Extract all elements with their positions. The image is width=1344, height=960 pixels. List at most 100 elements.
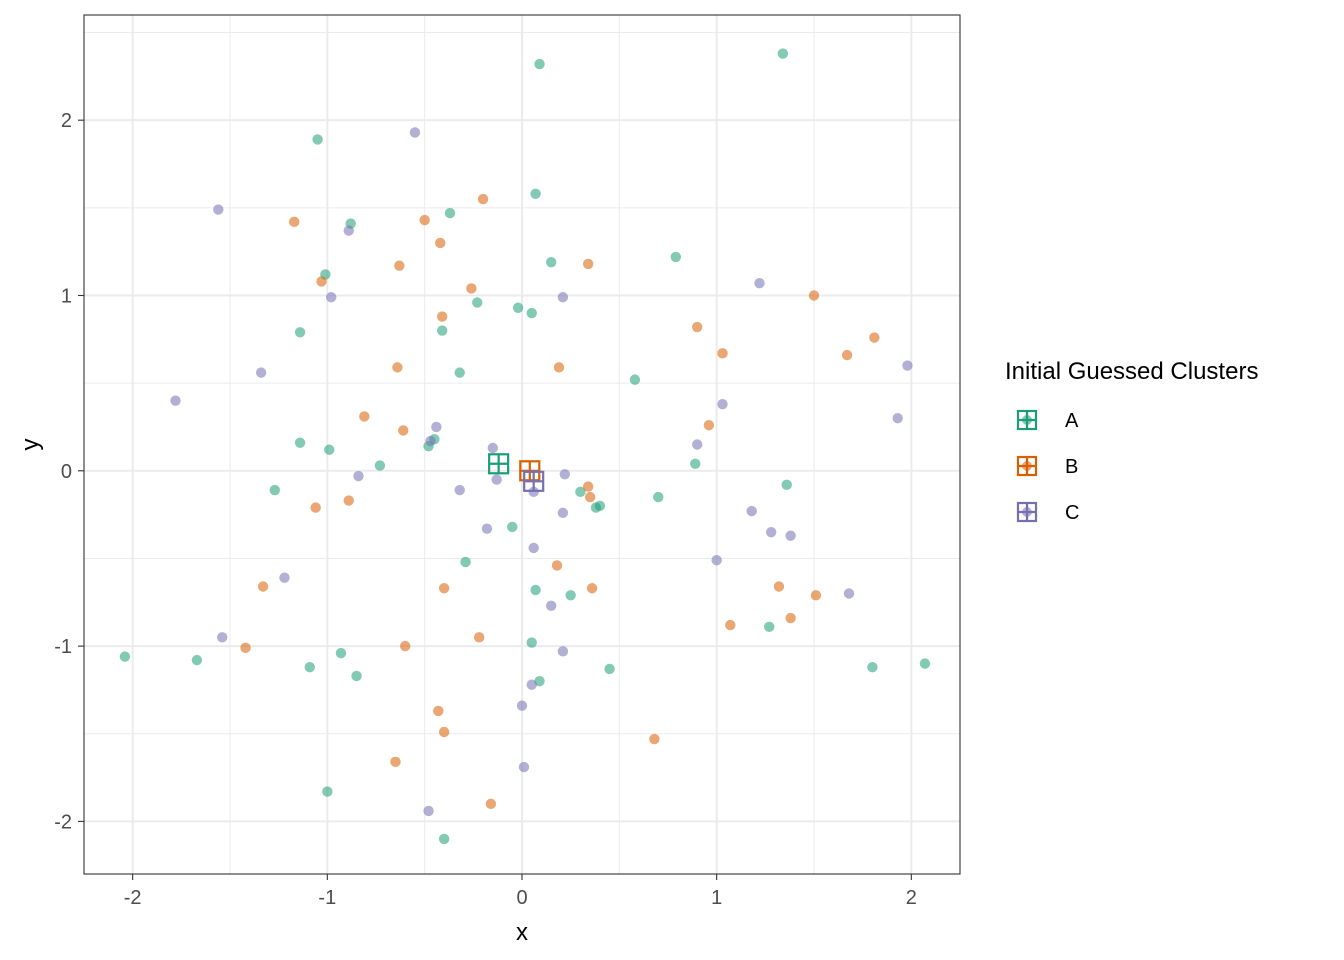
data-point-c: [353, 470, 364, 482]
data-point-c: [765, 526, 777, 538]
data-point-b: [289, 216, 300, 228]
data-point-b: [717, 348, 728, 359]
data-point-a: [454, 367, 465, 378]
x-tick-label: 2: [906, 887, 917, 909]
data-point-c: [557, 646, 569, 657]
data-point-c: [423, 805, 434, 817]
data-point-c: [843, 588, 855, 599]
data-point-b: [785, 612, 796, 624]
centroid-marker-c: [523, 470, 545, 492]
y-tick-label: 2: [61, 110, 72, 132]
legend-square-cross-icon: [1016, 501, 1038, 523]
data-point-c: [785, 530, 796, 541]
data-point-b: [725, 619, 736, 631]
data-point-c: [559, 469, 571, 480]
data-point-a: [690, 458, 701, 469]
data-point-a: [629, 374, 641, 385]
data-point-a: [436, 325, 448, 336]
legend-square-cross-icon: [1016, 409, 1038, 431]
data-point-b: [773, 581, 785, 592]
data-point-b: [584, 491, 596, 503]
data-point-a: [653, 491, 664, 503]
data-point-a: [526, 307, 537, 319]
legend-title: Initial Guessed Clusters: [1005, 358, 1258, 385]
data-point-a: [530, 188, 541, 200]
x-tick-label: 1: [711, 887, 722, 909]
data-point-a: [444, 207, 456, 219]
legend-label: C: [1065, 502, 1079, 524]
data-point-b: [692, 321, 703, 333]
data-point-b: [841, 349, 853, 361]
data-point-c: [487, 442, 498, 454]
data-point-b: [310, 502, 321, 513]
data-point-a: [269, 484, 280, 496]
data-point-a: [351, 670, 362, 682]
data-point-c: [279, 572, 290, 583]
data-point-a: [764, 621, 775, 633]
data-point-c: [557, 292, 569, 303]
data-point-b: [436, 311, 448, 322]
data-point-b: [398, 425, 409, 436]
legend-entry-b: B: [1016, 455, 1078, 478]
data-point-a: [507, 521, 518, 533]
data-point-c: [343, 225, 354, 236]
data-point-b: [582, 258, 594, 270]
x-tick-label: -1: [318, 887, 336, 909]
data-point-c: [711, 555, 722, 566]
data-point-a: [604, 663, 615, 675]
data-point-c: [425, 435, 436, 447]
data-point-a: [312, 134, 323, 145]
data-point-c: [692, 439, 703, 450]
y-tick-label: -2: [54, 811, 72, 833]
data-point-b: [438, 583, 450, 594]
data-point-c: [518, 761, 530, 773]
data-point-b: [485, 798, 497, 810]
data-point-c: [213, 204, 224, 215]
y-axis-ticks: -2 -1 0 1 2: [54, 110, 84, 833]
data-point-a: [374, 460, 386, 471]
data-point-b: [808, 290, 820, 301]
data-point-a: [575, 486, 586, 498]
data-point-c: [546, 600, 557, 611]
legend-entries: A B C: [1016, 409, 1079, 524]
data-point-a: [781, 479, 792, 491]
data-point-b: [390, 756, 401, 768]
x-axis-ticks: -2 -1 0 1 2: [124, 874, 917, 909]
data-point-b: [466, 283, 477, 294]
data-point-c: [217, 632, 228, 643]
data-point-a: [530, 584, 541, 596]
data-point-b: [359, 411, 370, 422]
data-point-c: [717, 398, 728, 410]
data-point-a: [534, 675, 545, 687]
data-point-b: [392, 362, 403, 373]
legend: Initial Guessed Clusters A B C: [1005, 358, 1258, 524]
data-point-b: [473, 632, 485, 643]
data-point-b: [316, 276, 327, 287]
data-point-b: [649, 733, 660, 745]
data-point-c: [528, 542, 539, 554]
data-point-c: [754, 278, 765, 289]
data-point-a: [512, 302, 524, 313]
data-point-b: [438, 726, 450, 738]
data-point-b: [810, 590, 822, 601]
data-point-a: [526, 637, 537, 648]
data-point-a: [919, 658, 931, 669]
data-point-a: [460, 556, 471, 568]
data-point-c: [170, 395, 181, 406]
data-point-a: [294, 327, 306, 338]
data-point-b: [343, 495, 354, 506]
data-point-a: [324, 444, 335, 455]
data-points: [119, 48, 931, 845]
data-point-b: [433, 705, 444, 717]
data-point-b: [869, 332, 880, 343]
data-point-b: [553, 362, 565, 373]
y-tick-label: 1: [61, 285, 72, 307]
centroid-markers: [488, 453, 545, 492]
x-tick-label: -2: [124, 887, 142, 909]
data-point-b: [551, 560, 563, 571]
data-point-b: [240, 642, 251, 654]
data-point-a: [119, 651, 131, 662]
data-point-a: [867, 661, 878, 673]
